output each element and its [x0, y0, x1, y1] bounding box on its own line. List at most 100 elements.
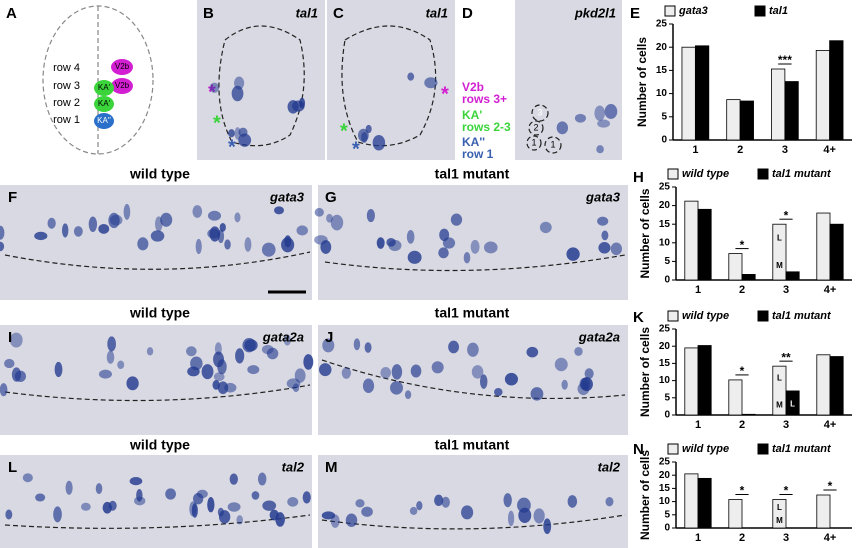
annotation: *	[740, 364, 745, 378]
stain	[291, 100, 305, 112]
stain	[165, 488, 176, 500]
stain	[321, 511, 336, 520]
annotation: **	[781, 350, 791, 364]
stain	[574, 113, 587, 123]
x-tick-label: 3	[783, 419, 789, 431]
stain	[287, 497, 299, 507]
stain	[467, 342, 479, 357]
stain	[479, 374, 488, 389]
legend-label: rows 2-3	[462, 120, 511, 134]
gene-label: tal2	[282, 459, 305, 474]
panel-a: A row 4 row 3 row 2 row 1 V2b V2b KA' KA…	[6, 5, 154, 155]
stain	[416, 501, 423, 511]
bar	[684, 200, 699, 281]
stain	[484, 241, 498, 254]
legend-swatch	[664, 5, 676, 17]
stain	[247, 365, 260, 375]
stain	[73, 226, 83, 237]
stain	[229, 473, 238, 485]
star: *	[352, 138, 360, 160]
bar	[741, 413, 756, 416]
y-axis-label: Number of cells	[638, 450, 652, 540]
cell	[544, 136, 562, 154]
bar	[815, 50, 831, 141]
cell	[531, 104, 549, 122]
y-tick-label: 0	[664, 523, 670, 534]
panel-letter: N	[633, 441, 644, 458]
stain	[390, 381, 403, 395]
annotation: *	[740, 484, 745, 498]
stain	[503, 493, 512, 508]
stain	[236, 515, 244, 525]
legend-label: V2b	[462, 80, 484, 94]
bar	[684, 347, 699, 416]
cell	[94, 113, 114, 129]
stain	[186, 346, 197, 357]
x-tick-label: 1	[695, 284, 701, 296]
stain	[251, 491, 260, 500]
star: *	[213, 112, 221, 134]
annotation: M	[776, 516, 783, 525]
stain	[35, 493, 46, 502]
annotation: ***	[778, 53, 792, 67]
bar	[741, 274, 756, 281]
stain	[494, 387, 503, 397]
y-tick-label: 20	[656, 42, 668, 53]
stain	[244, 237, 252, 252]
stain	[98, 223, 110, 234]
annotation: *	[784, 484, 789, 498]
panel-letter: G	[325, 189, 337, 206]
stain	[134, 496, 146, 506]
micrograph	[0, 185, 312, 300]
stain	[353, 338, 361, 351]
cell-label: KA''	[97, 116, 111, 125]
legend-label: tal1 mutant	[772, 443, 832, 455]
panel-title: tal1 mutant	[435, 437, 510, 453]
panel-b: B tal1 * * *	[197, 0, 325, 160]
bar	[816, 212, 831, 281]
gene-label: gata2a	[262, 329, 304, 344]
stain	[244, 339, 258, 352]
stain	[539, 221, 552, 234]
legend-swatch	[667, 168, 679, 180]
y-tick-label: 15	[659, 358, 671, 369]
outline	[4, 384, 311, 402]
stain	[108, 212, 120, 229]
micrograph	[197, 0, 325, 160]
stain	[0, 383, 8, 397]
x-tick-label: 2	[737, 144, 743, 156]
legend-label: tal1	[769, 5, 788, 17]
stain	[507, 510, 515, 527]
bar	[785, 390, 800, 416]
stain	[376, 237, 385, 249]
stain	[53, 506, 62, 523]
stain	[160, 212, 173, 227]
stain	[372, 134, 386, 151]
x-tick-label: 2	[739, 419, 745, 431]
stain	[213, 372, 225, 382]
stain	[269, 509, 279, 521]
stain	[22, 473, 33, 483]
stain	[154, 216, 163, 232]
stain	[302, 491, 311, 504]
bar	[784, 81, 799, 141]
stain	[47, 217, 56, 229]
stain	[207, 210, 222, 221]
stain	[330, 214, 344, 231]
y-tick-label: 5	[664, 509, 670, 520]
stain	[601, 230, 609, 241]
annotation: *	[828, 479, 833, 493]
stain	[106, 350, 115, 364]
panel-letter: D	[462, 5, 473, 22]
stain	[228, 129, 235, 138]
stain	[262, 500, 277, 511]
stain	[98, 369, 112, 379]
stain	[14, 370, 27, 383]
bar	[728, 499, 743, 529]
panel-d: D pkd2l1 V2b rows 3+ KA' rows 2-3 KA'' r…	[462, 0, 622, 161]
x-tick-label: 3	[783, 532, 789, 544]
stain	[410, 364, 422, 378]
stain	[189, 501, 197, 517]
y-tick-label: 10	[659, 496, 671, 507]
stain	[195, 238, 202, 255]
